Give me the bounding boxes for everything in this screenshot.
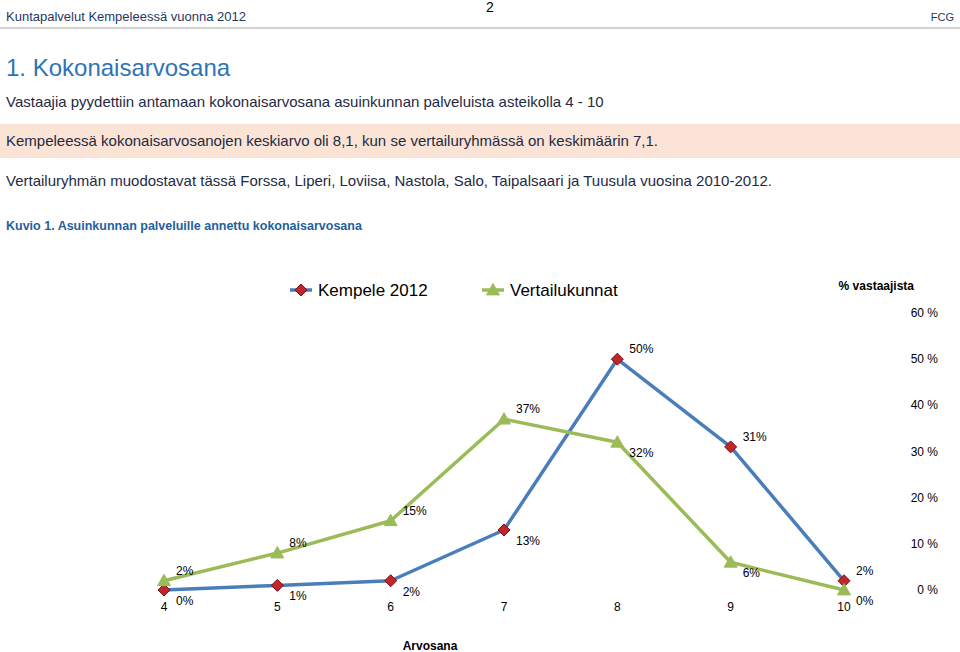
y-tick-label: 40 % xyxy=(911,398,939,412)
page-number: 2 xyxy=(486,0,494,15)
highlight-band xyxy=(0,124,960,158)
data-label: 6% xyxy=(743,566,761,580)
highlight-text: Kempeleessä kokonaisarvosanojen keskiarv… xyxy=(6,132,658,149)
data-label: 13% xyxy=(516,534,540,548)
data-point xyxy=(271,547,284,558)
legend-marker xyxy=(487,284,500,295)
x-tick-label: 4 xyxy=(161,600,168,614)
note-text: Vertailuryhmän muodostavat tässä Forssa,… xyxy=(6,172,772,189)
series-line xyxy=(164,419,844,590)
figure-caption: Kuvio 1. Asuinkunnan palveluille annettu… xyxy=(6,219,363,233)
y-tick-label: 30 % xyxy=(911,445,939,459)
x-tick-label: 10 xyxy=(837,600,851,614)
x-tick-label: 9 xyxy=(727,600,734,614)
y-tick-label: 50 % xyxy=(911,352,939,366)
y-tick-label: 10 % xyxy=(911,537,939,551)
x-tick-label: 8 xyxy=(614,600,621,614)
data-point xyxy=(384,514,397,525)
data-label: 32% xyxy=(629,446,653,460)
data-label: 50% xyxy=(629,342,653,356)
x-axis-title: Arvosana xyxy=(403,639,458,652)
series xyxy=(158,413,851,595)
data-point xyxy=(498,413,511,424)
x-tick-label: 6 xyxy=(387,600,394,614)
data-point xyxy=(385,575,397,587)
plot-area xyxy=(158,353,851,596)
data-label: 37% xyxy=(516,402,540,416)
legend-label: Vertailukunnat xyxy=(510,281,618,300)
data-label: 0% xyxy=(856,594,874,608)
data-label: 2% xyxy=(856,564,874,578)
data-point xyxy=(498,524,510,536)
y-tick-label: 60 % xyxy=(911,306,939,320)
data-label: 0% xyxy=(176,594,194,608)
data-point xyxy=(158,574,171,585)
chart: 0 % 10 % 20 % 30 % 40 % 50 % 60 % 4 5 6 7 8 9 10 Arvos… xyxy=(158,279,939,652)
data-point xyxy=(838,584,851,595)
legend-label: Kempele 2012 xyxy=(318,281,428,300)
y-tick-label: 0 % xyxy=(917,583,938,597)
data-label: 8% xyxy=(289,536,307,550)
intro-text: Vastaajia pyydettiin antamaan kokonaisar… xyxy=(6,93,604,110)
y-axis-title: % vastaajista xyxy=(839,279,915,293)
legend-marker xyxy=(295,284,307,296)
data-point xyxy=(611,436,624,447)
data-point xyxy=(271,579,283,591)
data-point xyxy=(724,556,737,567)
data-label: 15% xyxy=(403,504,427,518)
data-label: 2% xyxy=(403,585,421,599)
header-right: FCG xyxy=(931,11,954,23)
y-tick-label: 20 % xyxy=(911,491,939,505)
data-point xyxy=(725,441,737,453)
series xyxy=(158,353,850,596)
series-line xyxy=(164,359,844,590)
section-title: 1. Kokonaisarvosana xyxy=(6,54,231,81)
header-rule xyxy=(0,28,960,29)
data-label: 1% xyxy=(289,589,307,603)
data-point xyxy=(611,353,623,365)
x-tick-label: 5 xyxy=(274,600,281,614)
data-labels: 0% 1% 2% 13% 50% 31% 2% 2% 8% 15% 37% 32% 6% 0% xyxy=(176,342,874,608)
legend: Kempele 2012 Vertailukunnat xyxy=(290,281,618,300)
data-label: 2% xyxy=(176,564,194,578)
header-left: Kuntapalvelut Kempeleessä vuonna 2012 xyxy=(6,9,246,24)
data-label: 31% xyxy=(743,430,767,444)
x-tick-label: 7 xyxy=(501,600,508,614)
page: Kuntapalvelut Kempeleessä vuonna 2012 2 FC… xyxy=(0,0,960,652)
